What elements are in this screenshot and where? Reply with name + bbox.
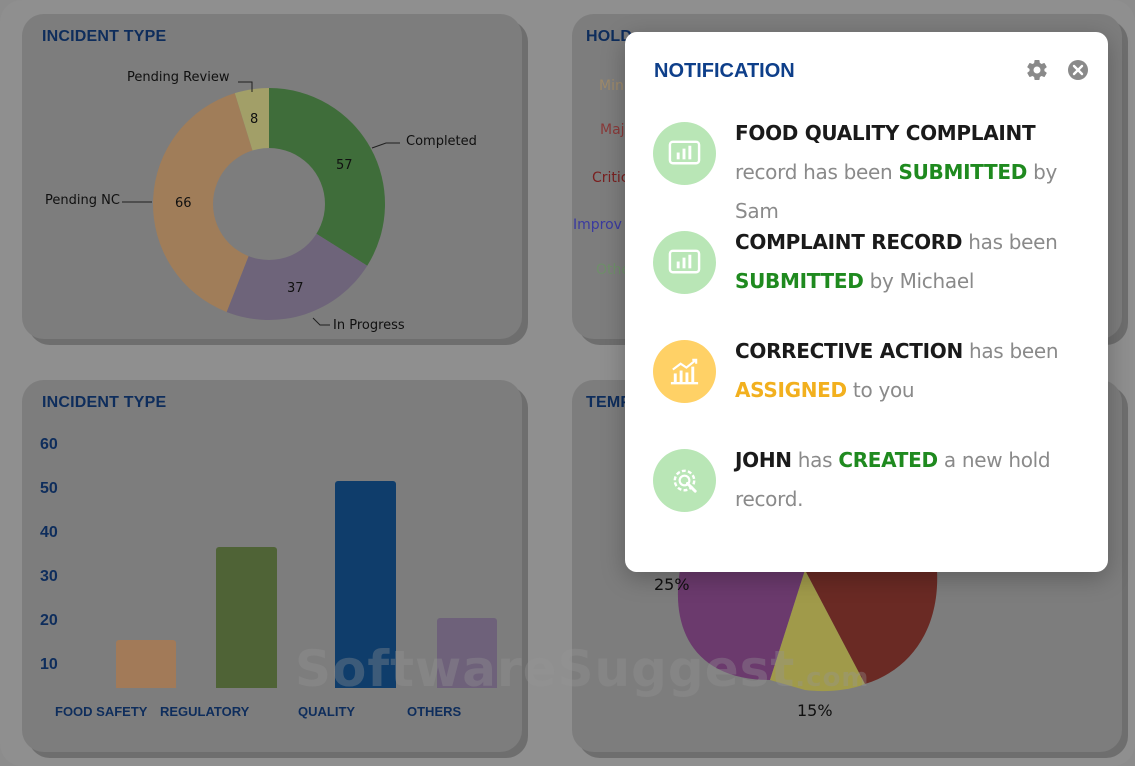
card-title: INCIDENT TYPE xyxy=(42,28,167,45)
notification-text: FOOD QUALITY COMPLAINT record has been S… xyxy=(735,114,1085,231)
pie-slice xyxy=(805,570,938,684)
chart-board-icon xyxy=(653,122,716,185)
chart-board-icon xyxy=(653,231,716,294)
card-title: HOLD xyxy=(586,28,633,45)
bar-food-safety xyxy=(116,639,176,688)
notification-post: by Sam xyxy=(735,160,1058,223)
pie-slice xyxy=(770,570,865,692)
x-axis-tick: OTHERS xyxy=(407,704,462,719)
notification-post: a new hold record. xyxy=(735,448,1051,511)
notification-pre: has xyxy=(797,448,833,472)
x-axis-tick: FOOD SAFETY xyxy=(55,704,148,719)
temp-pie-label-25: 25% xyxy=(654,575,690,594)
donut-value-pending-nc: 66 xyxy=(175,196,192,211)
close-button[interactable] xyxy=(1067,59,1089,81)
hold-legend-item: Othe xyxy=(596,262,630,278)
notification-text: JOHN has CREATED a new hold record. xyxy=(735,441,1085,519)
notification-pre: has been xyxy=(968,339,1059,363)
x-axis-tick: QUALITY xyxy=(298,704,356,719)
donut-chart xyxy=(122,81,400,326)
notification-text: CORRECTIVE ACTION has been ASSIGNED to y… xyxy=(735,332,1085,410)
leader-pending-review xyxy=(238,81,253,92)
notification-pre: has been xyxy=(968,230,1058,254)
bar-regulatory xyxy=(216,547,277,688)
y-axis-tick: 60 xyxy=(40,436,58,453)
bar-others xyxy=(437,617,497,688)
hold-legend-item: Critic xyxy=(592,170,629,186)
donut-label-pending-nc: Pending NC xyxy=(45,193,120,208)
hold-legend-item: Maj xyxy=(600,122,625,138)
temp-pie-label-15: 15% xyxy=(797,701,833,720)
notification-text: COMPLAINT RECORD has been SUBMITTED by M… xyxy=(735,223,1085,301)
notification-status: SUBMITTED xyxy=(735,269,864,293)
donut-label-pending-review: Pending Review xyxy=(127,70,230,85)
card-title: INCIDENT TYPE xyxy=(42,394,167,411)
y-axis-tick: 20 xyxy=(40,612,58,629)
gear-icon xyxy=(1027,60,1047,81)
notification-status: ASSIGNED xyxy=(735,378,847,402)
notification-pre: record has been xyxy=(735,160,893,184)
y-axis-tick: 30 xyxy=(40,568,58,585)
notification-post: to you xyxy=(852,378,915,402)
notification-modal: NOTIFICATION FOOD QUALITY COMPLAINT reco… xyxy=(625,32,1108,572)
pie-slice xyxy=(677,570,805,680)
bar-quality xyxy=(335,481,396,688)
leader-in-progress xyxy=(312,317,330,326)
hold-legend-item: Min xyxy=(599,78,624,94)
donut-value-in-progress: 37 xyxy=(287,281,304,296)
temp-pie-chart xyxy=(677,570,938,692)
notification-title: NOTIFICATION xyxy=(654,60,795,82)
donut-value-pending-review: 8 xyxy=(250,112,259,127)
card-title: TEMP xyxy=(586,394,632,411)
donut-label-completed: Completed xyxy=(406,134,477,149)
donut-hole xyxy=(213,148,325,260)
donut-value-completed: 57 xyxy=(336,158,353,173)
settings-button[interactable] xyxy=(1025,58,1049,82)
notification-status: SUBMITTED xyxy=(898,160,1028,184)
gear-wrench-icon xyxy=(653,449,716,512)
donut-label-in-progress: In Progress xyxy=(333,318,405,333)
leader-completed xyxy=(371,142,400,149)
y-axis-tick: 40 xyxy=(40,524,58,541)
donut-slice-pending-nc xyxy=(153,93,269,312)
y-axis-tick: 10 xyxy=(40,656,58,673)
growth-chart-icon xyxy=(653,340,716,403)
watermark: SoftwareSuggest.com xyxy=(295,640,870,698)
y-axis-tick: 50 xyxy=(40,480,58,497)
notification-subject: FOOD QUALITY COMPLAINT xyxy=(735,121,1036,145)
notification-post: by Michael xyxy=(869,269,975,293)
x-axis-tick: REGULATORY xyxy=(160,704,250,719)
notification-subject: JOHN xyxy=(735,448,792,472)
hold-legend-item: Improv xyxy=(573,217,622,233)
close-icon xyxy=(1068,60,1088,80)
notification-subject: CORRECTIVE ACTION xyxy=(735,339,963,363)
notification-status: CREATED xyxy=(838,448,938,472)
notification-subject: COMPLAINT RECORD xyxy=(735,230,963,254)
